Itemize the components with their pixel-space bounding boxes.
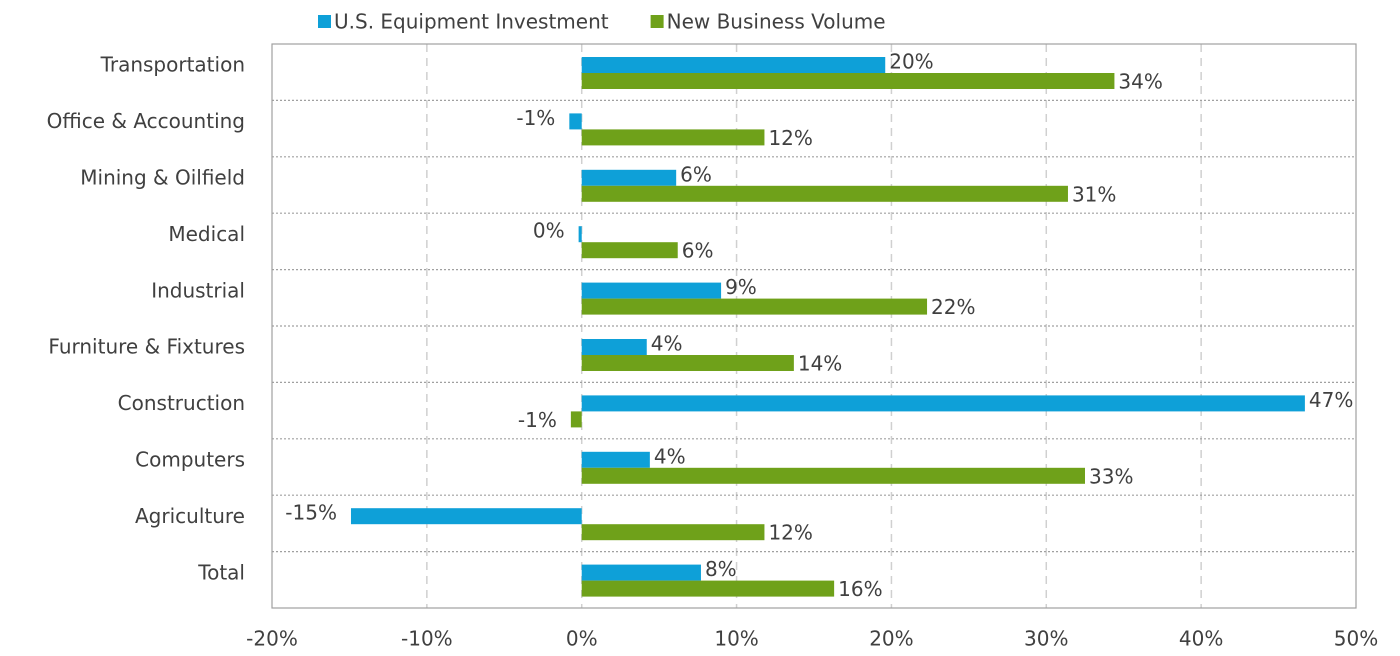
- legend-swatch: [650, 15, 664, 28]
- bar: [350, 508, 582, 525]
- data-label: -1%: [516, 106, 555, 130]
- y-tick-label: Mining & Oilfield: [80, 166, 245, 190]
- data-label: 8%: [705, 557, 737, 581]
- data-label: 34%: [1118, 70, 1162, 94]
- y-tick-label: Total: [197, 560, 245, 584]
- legend-label: New Business Volume: [667, 10, 886, 34]
- data-label: 33%: [1089, 464, 1133, 488]
- bar: [581, 129, 765, 146]
- y-tick-label: Agriculture: [135, 504, 245, 528]
- bar: [581, 185, 1068, 202]
- data-label: 20%: [889, 50, 933, 74]
- bar: [581, 57, 886, 73]
- data-label: 12%: [768, 126, 812, 150]
- y-tick-label: Industrial: [151, 278, 245, 302]
- y-tick-label: Transportation: [100, 53, 245, 77]
- bar: [581, 524, 765, 541]
- data-label: 14%: [798, 352, 842, 376]
- x-tick-label: 0%: [566, 627, 598, 651]
- bar: [581, 467, 1085, 484]
- x-tick-label: 30%: [1024, 627, 1068, 651]
- data-label: 4%: [654, 444, 686, 468]
- data-label: 9%: [725, 275, 757, 299]
- data-label: 47%: [1309, 388, 1353, 412]
- bar: [581, 73, 1115, 89]
- data-label: -1%: [518, 408, 557, 432]
- bar: [581, 169, 677, 186]
- data-label: 0%: [533, 219, 565, 243]
- y-tick-label: Medical: [168, 222, 245, 246]
- y-tick-label: Computers: [135, 448, 245, 472]
- data-label: 12%: [768, 521, 812, 545]
- bar: [581, 451, 650, 468]
- bar: [581, 395, 1305, 412]
- bar: [581, 339, 647, 355]
- data-label: 16%: [838, 577, 882, 601]
- x-tick-label: 50%: [1334, 627, 1378, 651]
- bar: [581, 564, 701, 581]
- data-label: 22%: [931, 295, 975, 319]
- data-label: 6%: [680, 162, 712, 186]
- plot-frame: [271, 43, 1357, 609]
- legend-swatch: [318, 15, 331, 28]
- x-tick-label: 10%: [714, 627, 758, 651]
- x-tick-label: 20%: [869, 627, 913, 651]
- y-tick-label: Office & Accounting: [47, 109, 245, 133]
- legend-label: U.S. Equipment Investment: [334, 10, 609, 34]
- y-tick-label: Furniture & Fixtures: [48, 335, 245, 359]
- bar: [578, 226, 582, 243]
- data-label: -15%: [285, 501, 337, 525]
- bar: [581, 355, 794, 371]
- x-tick-label: 40%: [1179, 627, 1223, 651]
- bar: [581, 298, 928, 315]
- x-tick-label: -20%: [246, 627, 298, 651]
- bar: [569, 113, 582, 130]
- data-label: 4%: [651, 332, 683, 356]
- bar: [581, 282, 722, 299]
- x-tick-label: -10%: [401, 627, 453, 651]
- y-tick-label: Construction: [118, 391, 245, 415]
- data-label: 31%: [1072, 182, 1116, 206]
- bar: [570, 411, 582, 428]
- bar: [581, 242, 678, 259]
- data-label: 6%: [682, 239, 714, 263]
- bar: [581, 580, 835, 597]
